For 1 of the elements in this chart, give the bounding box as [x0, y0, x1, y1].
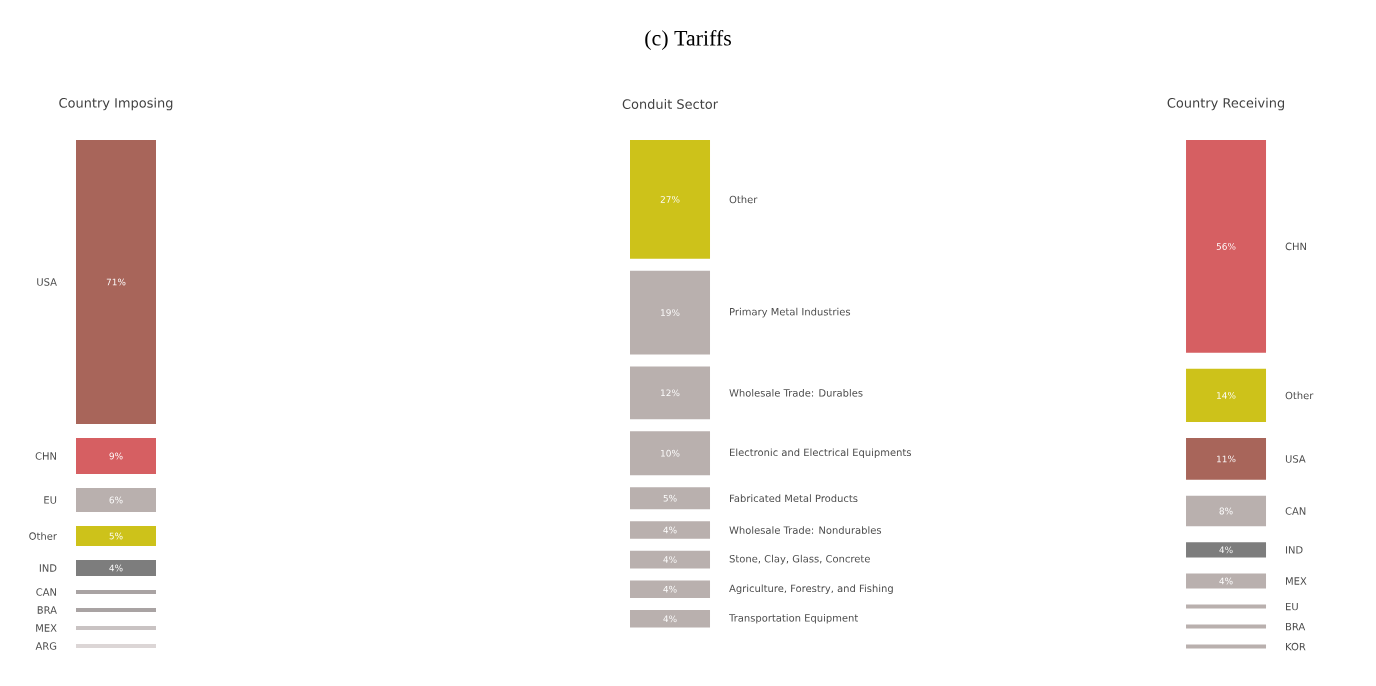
- text: (c) Tariffs: [645, 29, 731, 51]
